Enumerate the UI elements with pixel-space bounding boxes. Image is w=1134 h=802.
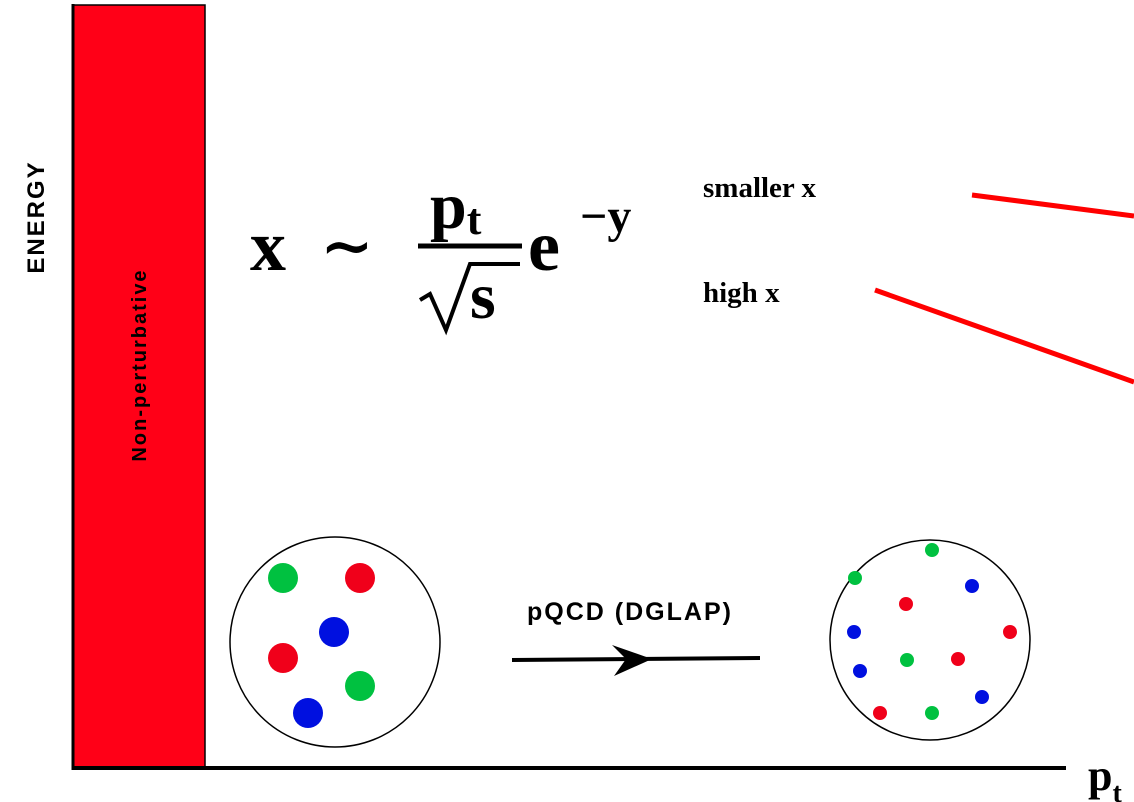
high-x-line (875, 290, 1134, 382)
formula-lhs: x (250, 206, 286, 286)
parton (848, 571, 862, 585)
parton (345, 563, 375, 593)
x-label-sub: t (1112, 778, 1122, 802)
parton (951, 652, 965, 666)
parton (847, 625, 861, 639)
parton (925, 543, 939, 557)
parton (900, 653, 914, 667)
numerator-sub: t (467, 195, 482, 244)
numerator-p: p (430, 170, 467, 243)
proton-low-res (230, 537, 440, 747)
formula-relation: ∼ (320, 211, 374, 282)
parton (925, 706, 939, 720)
formula-exponent: −y (580, 190, 631, 243)
parton (965, 579, 979, 593)
region-label: Non-perturbative (129, 268, 151, 461)
parton (319, 617, 349, 647)
parton (873, 706, 887, 720)
x-axis-label: pt (1088, 751, 1122, 802)
parton (268, 563, 298, 593)
formula-denominator: s (470, 260, 496, 333)
high-x-label: high x (703, 277, 780, 309)
page: ENERGY Non-perturbative pt x ∼ pt s e −y… (0, 0, 1134, 802)
evolution-label: pQCD (DGLAP) (527, 598, 733, 626)
parton (268, 643, 298, 673)
formula-base: e (528, 206, 560, 286)
parton (853, 664, 867, 678)
parton (345, 671, 375, 701)
y-axis-label: ENERGY (23, 160, 50, 273)
smaller-x-line (972, 195, 1134, 216)
smaller-x-label: smaller x (703, 172, 817, 204)
x-label-main: p (1088, 751, 1112, 800)
formula-numerator: pt (430, 170, 482, 244)
parton (899, 597, 913, 611)
formula: x ∼ pt s e −y (250, 170, 631, 333)
parton (1003, 625, 1017, 639)
diagram: ENERGY Non-perturbative pt x ∼ pt s e −y… (0, 0, 1134, 802)
proton-high-res (830, 540, 1030, 740)
parton (293, 698, 323, 728)
parton (975, 690, 989, 704)
